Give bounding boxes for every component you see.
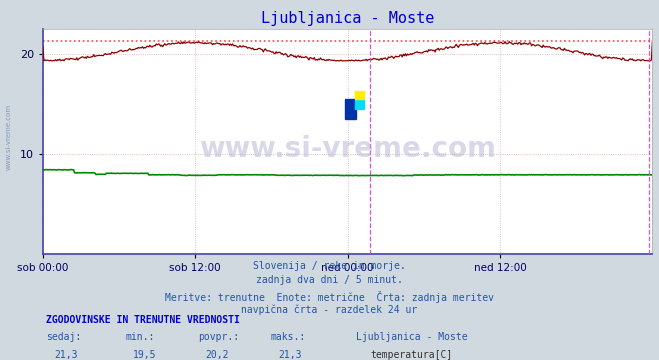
Text: temperatura[C]: temperatura[C] — [370, 350, 453, 360]
Text: Ljubljanica - Moste: Ljubljanica - Moste — [356, 332, 467, 342]
Text: 20,2: 20,2 — [206, 350, 229, 360]
Text: www.si-vreme.com: www.si-vreme.com — [5, 104, 12, 170]
Text: povpr.:: povpr.: — [198, 332, 239, 342]
Bar — [355, 91, 364, 99]
Text: maks.:: maks.: — [270, 332, 305, 342]
Text: 21,3: 21,3 — [278, 350, 302, 360]
Text: 19,5: 19,5 — [133, 350, 157, 360]
Text: 21,3: 21,3 — [54, 350, 78, 360]
Text: Slovenija / reke in morje.: Slovenija / reke in morje. — [253, 261, 406, 271]
Text: navpična črta - razdelek 24 ur: navpična črta - razdelek 24 ur — [241, 305, 418, 315]
Text: sedaj:: sedaj: — [46, 332, 81, 342]
Title: Ljubljanica - Moste: Ljubljanica - Moste — [261, 11, 434, 26]
Text: ZGODOVINSKE IN TRENUTNE VREDNOSTI: ZGODOVINSKE IN TRENUTNE VREDNOSTI — [46, 315, 240, 325]
Text: zadnja dva dni / 5 minut.: zadnja dva dni / 5 minut. — [256, 275, 403, 285]
Text: www.si-vreme.com: www.si-vreme.com — [199, 135, 496, 163]
Text: Meritve: trenutne  Enote: metrične  Črta: zadnja meritev: Meritve: trenutne Enote: metrične Črta: … — [165, 291, 494, 302]
Bar — [355, 99, 364, 109]
Text: min.:: min.: — [125, 332, 155, 342]
Bar — [345, 99, 356, 119]
